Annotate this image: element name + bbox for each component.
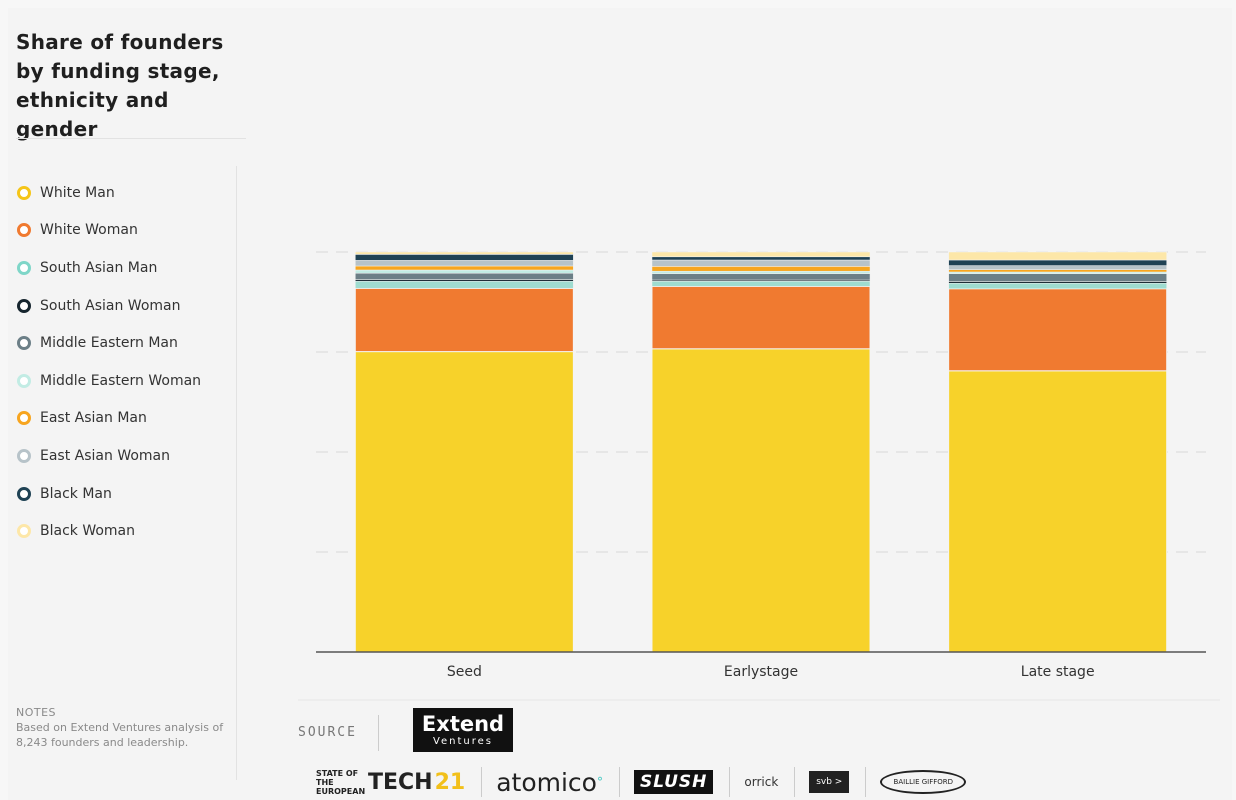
legend-item[interactable]: Middle Eastern Woman (16, 362, 201, 400)
extend-logo-sub: Ventures (432, 736, 494, 747)
legend-swatch-icon (17, 524, 31, 539)
legend-swatch-icon (17, 448, 31, 463)
svb-logo[interactable]: svb > (809, 771, 850, 793)
bar-segment[interactable] (651, 266, 871, 272)
bar-segment[interactable] (948, 273, 1167, 282)
bar-segment[interactable] (651, 259, 871, 267)
bar-segment[interactable] (651, 251, 871, 258)
state-logo-big: TECH (368, 769, 433, 795)
legend-label: White Woman (40, 222, 138, 239)
bar-segment[interactable] (355, 254, 574, 261)
bar-segment[interactable] (651, 256, 871, 261)
slush-logo[interactable]: SLUSH (633, 770, 714, 794)
bar-segment[interactable] (948, 269, 1167, 273)
bar-segment[interactable] (355, 265, 574, 271)
legend-label: South Asian Woman (40, 297, 181, 314)
logo-divider (865, 767, 867, 797)
legend-item[interactable]: East Asian Man (16, 400, 201, 438)
legend: White Man White Woman South Asian Man South… (16, 174, 201, 550)
legend-swatch-icon (17, 486, 31, 501)
legend-label: East Asian Man (40, 410, 147, 427)
logo-divider (729, 767, 731, 797)
logo-divider (618, 767, 620, 797)
source-label: SOURCE (298, 725, 357, 740)
title-divider (16, 138, 246, 139)
legend-item[interactable]: White Woman (16, 212, 201, 250)
sidebar-divider (236, 166, 237, 780)
bar-segment[interactable] (355, 280, 574, 289)
legend-item[interactable]: South Asian Woman (16, 287, 201, 325)
bar-segment[interactable] (948, 370, 1168, 653)
source-divider (378, 715, 379, 751)
bar-segment[interactable] (948, 251, 1167, 261)
extend-logo-main: Extend (421, 712, 505, 736)
sidebar: Share of founders by funding stage, ethn… (16, 0, 260, 792)
legend-swatch-icon (17, 336, 31, 351)
partner-logos: STATE OF THE EUROPEAN TECH 21 atomico ° S… (316, 765, 982, 799)
baillie-gifford-logo[interactable]: BAILLIE GIFFORD (880, 770, 967, 794)
legend-label: Middle Eastern Woman (40, 372, 202, 389)
bar-segment[interactable] (651, 270, 871, 274)
atomico-dot-icon: ° (596, 775, 603, 789)
state-logo-small: STATE OF THE EUROPEAN (316, 768, 366, 796)
x-tick-label: Late stage (1021, 664, 1095, 680)
legend-label: Middle Eastern Man (40, 335, 178, 352)
bar-segment[interactable] (948, 288, 1168, 372)
notes: NOTES Based on Extend Ventures analysis … (16, 705, 231, 750)
legend-label: East Asian Woman (40, 447, 170, 464)
legend-item[interactable]: South Asian Man (16, 249, 201, 287)
x-tick-label: Seed (447, 664, 482, 680)
legend-swatch-icon (17, 298, 31, 313)
bar-segment[interactable] (651, 348, 871, 653)
bar-segment[interactable] (948, 259, 1167, 266)
bar-segment[interactable] (355, 272, 574, 280)
orrick-logo[interactable]: orrick (744, 775, 779, 789)
chart-title: Share of founders by funding stage, ethn… (16, 30, 224, 141)
bar-segment[interactable] (354, 351, 574, 653)
notes-text: Based on Extend Ventures analysis of 8,2… (16, 721, 224, 749)
legend-label: White Man (40, 184, 115, 201)
logo-divider (794, 767, 796, 797)
bar-segment[interactable] (355, 269, 574, 274)
legend-item[interactable]: Middle Eastern Man (16, 324, 201, 362)
legend-item[interactable]: Black Woman (16, 512, 201, 550)
bar-segment[interactable] (948, 265, 1167, 270)
legend-label: Black Man (40, 485, 112, 502)
notes-heading: NOTES (16, 706, 57, 719)
legend-item[interactable]: Black Man (16, 475, 201, 513)
legend-label: South Asian Man (40, 259, 158, 276)
legend-swatch-icon (17, 223, 31, 238)
bar-segment[interactable] (354, 287, 574, 353)
legend-swatch-icon (17, 411, 31, 426)
bar-segment[interactable] (948, 282, 1167, 290)
extend-ventures-logo[interactable]: Extend Ventures (413, 708, 513, 752)
bar-segment[interactable] (355, 251, 574, 255)
bar-segment[interactable] (651, 273, 871, 281)
state-of-european-tech-logo[interactable]: STATE OF THE EUROPEAN TECH 21 (316, 769, 465, 796)
state-logo-num: 21 (434, 769, 466, 795)
logo-divider (481, 767, 483, 797)
bar-segment[interactable] (355, 260, 574, 267)
atomico-logo-text: atomico (496, 767, 597, 797)
bar-segment[interactable] (651, 285, 871, 350)
legend-swatch-icon (17, 373, 31, 388)
legend-label: Black Woman (40, 523, 136, 540)
legend-swatch-icon (17, 185, 31, 200)
bar-segment[interactable] (651, 280, 871, 287)
legend-swatch-icon (17, 260, 31, 275)
x-tick-label: Earlystage (724, 664, 798, 680)
atomico-logo[interactable]: atomico ° (496, 768, 603, 797)
legend-item[interactable]: White Man (16, 174, 201, 212)
legend-item[interactable]: East Asian Woman (16, 437, 201, 475)
